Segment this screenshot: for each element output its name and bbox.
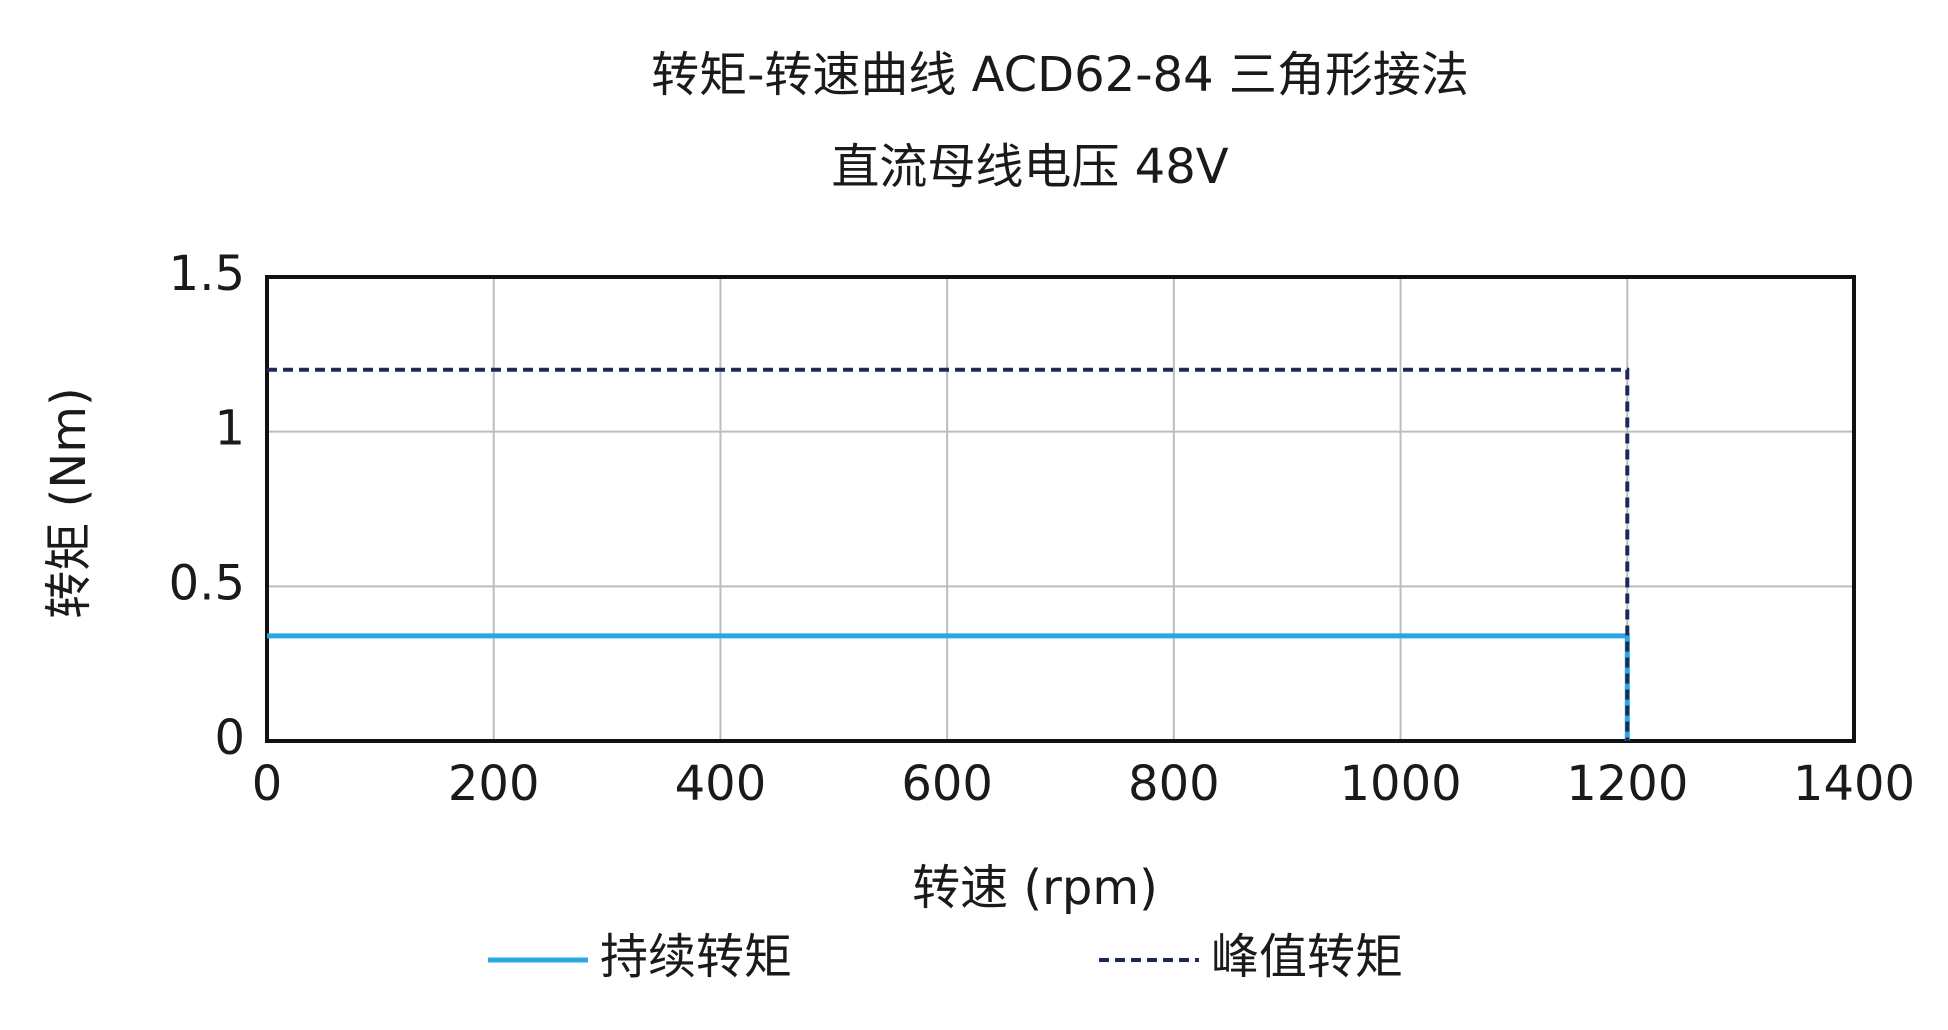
y-tick-label: 0.5 bbox=[169, 555, 245, 611]
y-tick-label: 1 bbox=[214, 401, 245, 457]
y-axis-label: 转矩 (Nm) bbox=[41, 387, 97, 618]
x-tick-label: 800 bbox=[1128, 756, 1220, 812]
y-tick-label: 1.5 bbox=[169, 246, 245, 302]
x-tick-label: 200 bbox=[448, 756, 540, 812]
x-tick-label: 1200 bbox=[1566, 756, 1688, 812]
plot-frame bbox=[265, 275, 1856, 743]
chart-subtitle: 直流母线电压 48V bbox=[831, 139, 1228, 195]
x-tick-label: 1400 bbox=[1793, 756, 1915, 812]
y-tick-label: 0 bbox=[214, 710, 245, 766]
x-tick-label: 1000 bbox=[1339, 756, 1461, 812]
series-line bbox=[267, 367, 1630, 741]
x-axis-label: 转速 (rpm) bbox=[912, 860, 1158, 916]
chart-title: 转矩-转速曲线 ACD62-84 三角形接法 bbox=[651, 47, 1469, 103]
x-tick-label: 0 bbox=[252, 756, 283, 812]
legend-label: 峰值转矩 bbox=[1211, 929, 1403, 985]
x-tick-label: 600 bbox=[901, 756, 993, 812]
legend-label: 持续转矩 bbox=[600, 929, 792, 985]
x-tick-label: 400 bbox=[675, 756, 767, 812]
